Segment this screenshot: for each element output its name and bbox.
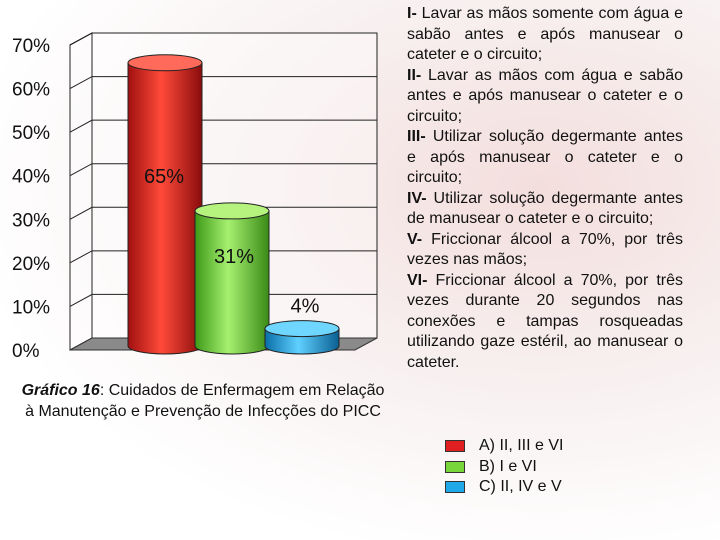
legend-swatch (445, 440, 465, 453)
options-list: I- Lavar as mãos somente com água e sabã… (407, 4, 683, 373)
y-tick-label: 60% (12, 80, 50, 101)
option-label: II- (407, 66, 422, 84)
y-tick-label: 70% (12, 36, 50, 57)
option-text: Lavar as mãos somente com água e sabão a… (407, 5, 683, 63)
gridline (69, 293, 377, 307)
y-tick-label: 20% (12, 254, 50, 275)
legend-item-c: C) II, IV e V (445, 477, 563, 498)
bar-chart: 0% 10% 20% 30% 40% 50% 60% 70% 65% 31% 4% (12, 32, 378, 362)
chart-caption: Gráfico 16: Cuidados de Enfermagem em Re… (18, 380, 388, 422)
caption-title: Gráfico 16 (21, 382, 100, 399)
y-tick-label: 10% (12, 297, 50, 318)
option-text: Utilizar solução degermante antes e após… (407, 128, 683, 186)
gridline (69, 76, 377, 90)
option-label: III- (407, 128, 426, 145)
option-2: II- Lavar as mãos com água e sabão antes… (407, 66, 683, 128)
option-text: Friccionar álcool a 70%, por três vezes … (407, 271, 683, 371)
y-tick-label: 40% (12, 167, 50, 188)
bar-top (194, 202, 270, 220)
option-label: I- (407, 5, 417, 22)
gridline (69, 206, 377, 220)
option-label: IV- (407, 189, 427, 207)
data-label: 65% (144, 166, 184, 188)
bar-body (127, 62, 203, 355)
legend-label: B) I e VI (479, 457, 537, 475)
legend-label: C) II, IV e V (479, 478, 562, 495)
bars: 65% 31% 4% (127, 54, 340, 355)
gridline (69, 163, 377, 177)
legend-swatch (445, 481, 465, 494)
chart-legend: A) II, III e VI B) I e VI C) II, IV e V (445, 436, 563, 498)
legend-label: A) II, III e VI (479, 437, 564, 454)
option-text: Friccionar álcool a 70%, por três vezes … (407, 230, 683, 269)
option-text: Lavar as mãos com água e sabão antes e a… (407, 66, 683, 125)
bar-body (194, 210, 270, 355)
legend-item-b: B) I e VI (445, 457, 563, 478)
legend-item-a: A) II, III e VI (445, 436, 563, 457)
option-6: VI- Friccionar álcool a 70%, por três ve… (407, 271, 683, 374)
bar-1: 65% (127, 54, 203, 355)
option-5: V- Friccionar álcool a 70%, por três vez… (407, 230, 683, 271)
option-text: Utilizar solução degermante antes de man… (407, 189, 683, 228)
data-label: 31% (214, 246, 254, 268)
caption-text: : Cuidados de Enfermagem em Relação à Ma… (25, 382, 385, 420)
bar-top (127, 54, 203, 72)
y-axis: 0% 10% 20% 30% 40% 50% 60% 70% (12, 32, 377, 362)
option-4: IV- Utilizar solução degermante antes de… (407, 189, 683, 230)
bar-top (264, 320, 340, 338)
option-3: III- Utilizar solução degermante antes e… (407, 127, 683, 189)
option-label: VI- (407, 271, 428, 289)
option-1: I- Lavar as mãos somente com água e sabã… (407, 4, 683, 66)
bar-2: 31% (194, 202, 270, 355)
option-label: V- (407, 230, 423, 248)
bar-3: 4% (264, 296, 340, 355)
gridline (69, 250, 377, 264)
legend-swatch (445, 460, 465, 473)
y-tick-label: 50% (12, 123, 50, 144)
y-tick-label: 0% (12, 341, 40, 362)
data-label: 4% (291, 296, 320, 318)
gridline (69, 119, 377, 133)
y-tick-label: 30% (12, 210, 50, 231)
side-wall (69, 32, 93, 351)
gridline (69, 32, 377, 46)
